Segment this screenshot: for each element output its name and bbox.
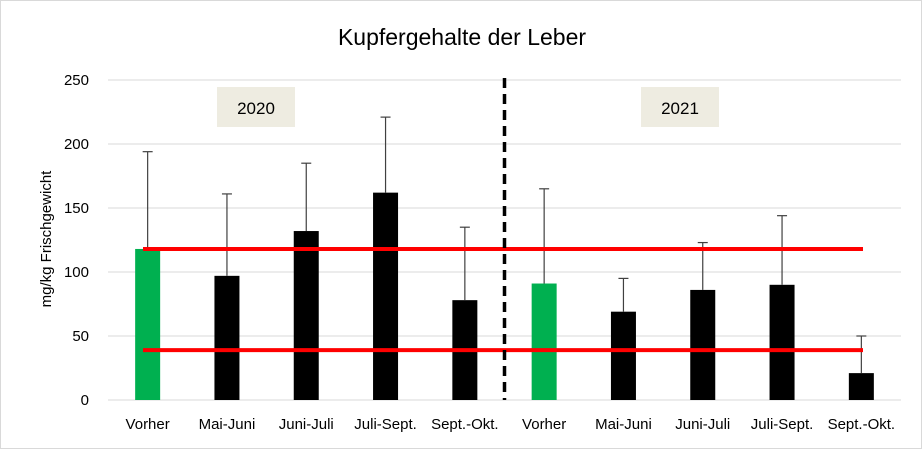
year-label-box [217,87,295,127]
y-tick-label: 100 [64,264,89,281]
bar [848,373,874,400]
x-tick-label: Juni-Juli [279,416,334,433]
error-bars [142,116,867,374]
year-label: 2020 [237,99,275,118]
year-label: 2021 [661,99,699,118]
x-tick-labels: Vorher Mai-Juni Juni-Juli Juli-Sept. Sept.-O… [126,416,896,433]
bar [531,283,557,400]
y-tick-label: 50 [72,328,89,345]
y-tick-label: 200 [64,136,89,153]
bars [135,192,874,400]
chart-title: Kupfergehalte der Leber [338,24,586,50]
y-tick-label: 250 [64,72,89,89]
x-tick-label: Juni-Juli [675,416,730,433]
x-tick-label: Juli-Sept. [354,416,417,433]
y-tick-labels: 0 50 100 150 200 250 [64,72,89,409]
y-tick-label: 150 [64,200,89,217]
year-label-box [641,87,719,127]
y-tick-label: 0 [81,392,89,409]
bar [610,311,636,400]
bar [214,275,240,400]
bar [293,231,319,400]
y-axis-label: mg/kg Frischgewicht [38,170,55,308]
bar [135,248,161,400]
bar [373,192,399,400]
x-tick-label: Juli-Sept. [751,416,814,433]
bar [769,284,795,400]
x-tick-label: Vorher [126,416,170,433]
x-tick-label: Sept.-Okt. [431,416,499,433]
x-tick-label: Vorher [522,416,566,433]
x-tick-label: Mai-Juni [199,416,256,433]
x-tick-label: Sept.-Okt. [828,416,896,433]
year-labels: 2020 2021 [217,87,719,127]
bar [690,289,716,400]
x-tick-label: Mai-Juni [595,416,652,433]
